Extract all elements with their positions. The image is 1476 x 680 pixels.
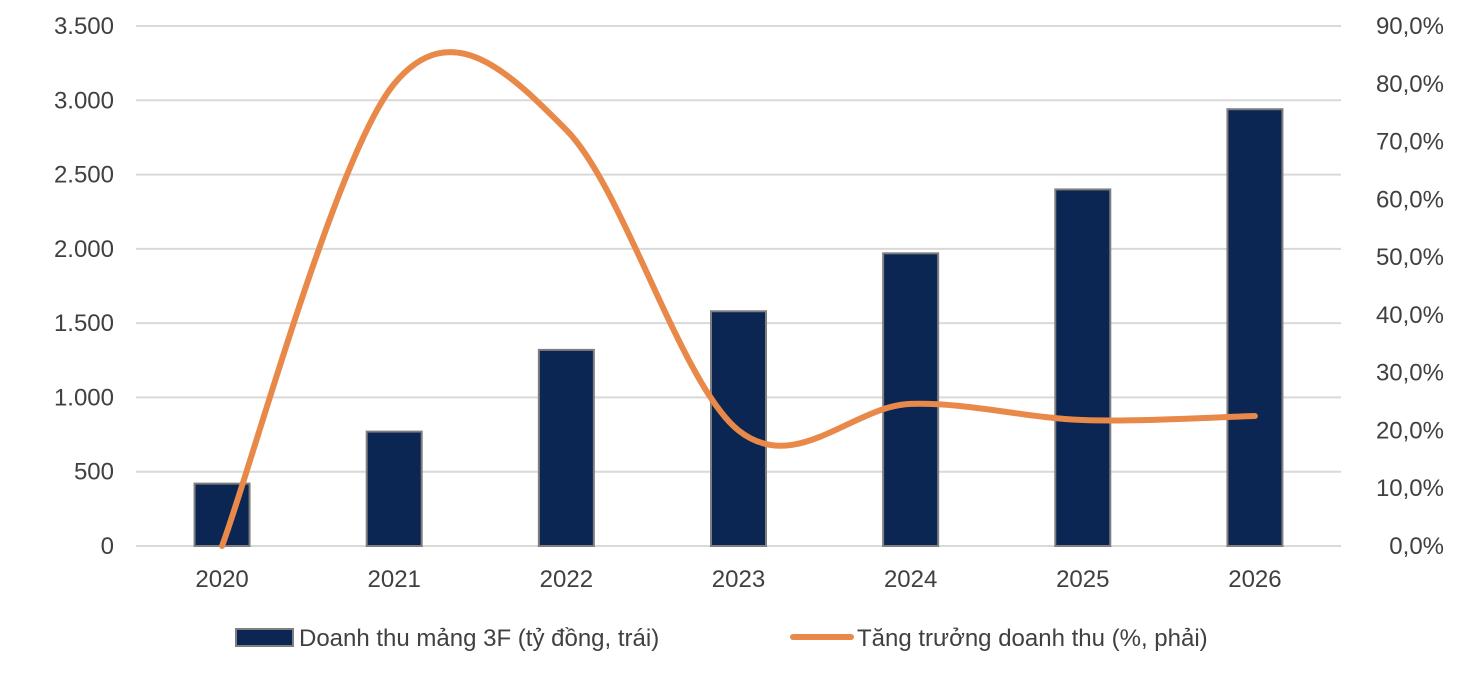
y-right-tick-label: 70,0% [1376,129,1444,156]
y-left-tick-label: 2.000 [54,236,114,263]
y-right-tick-label: 60,0% [1376,186,1444,213]
y-left-tick-label: 2.500 [54,162,114,189]
y-left-tick-label: 0 [101,533,114,560]
y-left-tick-label: 1.500 [54,310,114,337]
y-right-tick-label: 80,0% [1376,71,1444,98]
x-tick-label: 2024 [884,566,937,593]
bar [365,430,423,548]
growth-line [219,49,1258,549]
legend: Doanh thu mảng 3F (tỷ đồng, trái) Tăng t… [235,625,1208,652]
x-tick-label: 2026 [1228,566,1281,593]
y-right-tick-label: 30,0% [1376,360,1444,387]
bar [537,348,595,547]
legend-label-bar: Doanh thu mảng 3F (tỷ đồng, trái) [299,625,659,652]
x-tick-label: 2020 [195,566,248,593]
y-left-tick-label: 500 [74,459,114,486]
bar [1054,188,1112,548]
y-right-tick-label: 40,0% [1376,302,1444,329]
bar [882,252,940,547]
line-series [219,49,1258,549]
y-right-tick-label: 20,0% [1376,417,1444,444]
legend-swatch-bar [235,628,294,647]
x-tick-label: 2025 [1056,566,1109,593]
y-right-tick-label: 0,0% [1389,533,1444,560]
legend-label-line: Tăng trưởng doanh thu (%, phải) [857,625,1208,652]
bar-series [193,108,1284,548]
x-axis: 2020 2021 2022 2023 2024 2025 2026 [195,566,1281,593]
right-axis: 0,0% 10,0% 20,0% 30,0% 40,0% 50,0% 60,0% 70,0% 8… [1376,13,1444,560]
y-left-tick-label: 3.000 [54,87,114,114]
x-tick-label: 2022 [540,566,593,593]
y-left-tick-label: 3.500 [54,13,114,40]
x-tick-label: 2023 [712,566,765,593]
left-axis: 0 500 1.000 1.500 2.000 2.500 3.000 3.500 [54,13,114,560]
bar [710,310,767,547]
bar [1226,108,1284,547]
y-right-tick-label: 10,0% [1376,475,1444,502]
x-tick-label: 2021 [368,566,421,593]
y-left-tick-label: 1.000 [54,384,114,411]
y-right-tick-label: 50,0% [1376,244,1444,271]
y-right-tick-label: 90,0% [1376,13,1444,40]
